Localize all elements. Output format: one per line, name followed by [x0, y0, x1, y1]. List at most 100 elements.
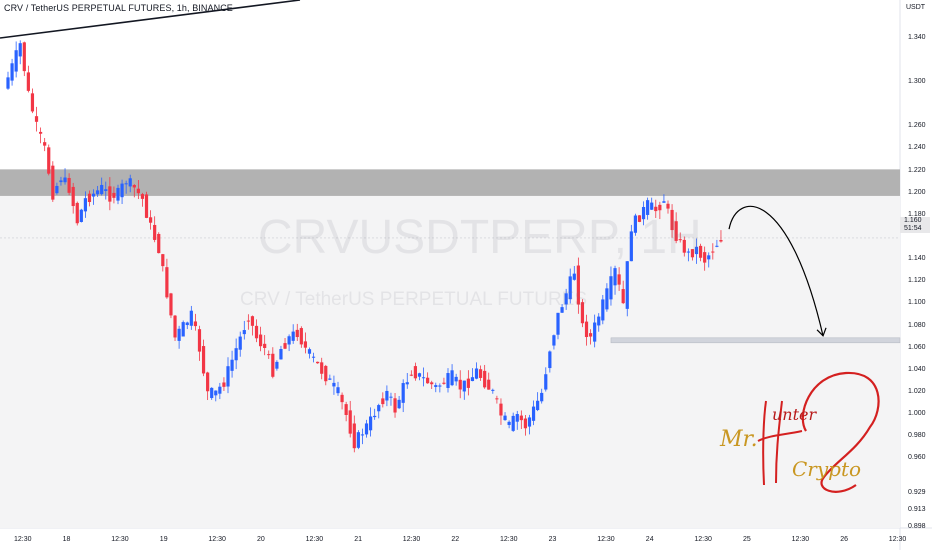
price-tick-label: 1.040 — [908, 365, 926, 373]
author-signature-logo: Mr. unter Crypto — [706, 365, 896, 505]
candle-body — [670, 209, 674, 231]
candle-body — [540, 392, 544, 402]
candle-body — [572, 273, 576, 280]
candle-body — [332, 382, 336, 387]
candle-body — [694, 246, 699, 255]
candle-body — [234, 348, 238, 361]
price-tick-label: 0.980 — [908, 432, 926, 440]
candle-body — [470, 377, 475, 382]
time-tick-label: 12:30 — [597, 536, 615, 543]
candle-body — [421, 377, 426, 379]
time-tick-label: 12:30 — [208, 536, 226, 543]
candle-body — [104, 189, 108, 191]
candle-body — [173, 315, 177, 338]
candle-body — [466, 378, 470, 388]
candle-body — [641, 206, 646, 220]
price-tick-label: 1.260 — [908, 122, 926, 130]
time-tick-label: 12:30 — [402, 536, 421, 543]
candle-body — [548, 351, 552, 369]
candle-body — [38, 131, 43, 134]
candle-body — [43, 142, 47, 146]
candle-body — [55, 185, 59, 194]
time-tick-label: 12:30 — [305, 536, 324, 543]
candle-body — [491, 389, 495, 391]
candle-body — [646, 200, 650, 215]
price-tick-label: 1.300 — [908, 78, 926, 86]
candle-body — [336, 387, 340, 394]
chart-shaded-area — [0, 193, 900, 528]
time-tick-label: 12:30 — [111, 536, 129, 543]
candle-body — [258, 334, 263, 347]
candle-body — [364, 423, 369, 435]
candle-body — [267, 354, 271, 356]
candle-body — [531, 406, 536, 421]
candle-body — [148, 217, 153, 223]
price-tick-label: 1.100 — [908, 299, 926, 307]
trend-line — [0, 0, 301, 39]
candle-body — [678, 239, 682, 241]
candle-body — [287, 336, 291, 345]
candle-body — [711, 251, 715, 253]
candle-body — [507, 421, 511, 425]
candle-body — [511, 415, 515, 431]
candle-body — [108, 186, 112, 202]
candle-body — [283, 343, 287, 349]
candle-body — [487, 379, 491, 390]
candle-body — [193, 321, 198, 327]
price-tick-label: 1.220 — [908, 166, 926, 174]
candle-body — [625, 261, 629, 309]
candle-body — [238, 336, 242, 350]
time-tick-label: 12:30 — [694, 536, 712, 543]
price-tick-label: 1.180 — [908, 210, 926, 218]
candle-body — [621, 289, 625, 304]
candle-body — [303, 341, 308, 348]
candle-body — [299, 328, 303, 345]
candle-body — [405, 382, 409, 385]
candle-body — [613, 268, 617, 286]
price-tick-label: 0.913 — [908, 506, 926, 514]
candle-body — [544, 374, 548, 390]
candle-body — [385, 390, 389, 401]
candle-body — [189, 310, 193, 326]
bar-countdown: 51:54 — [904, 225, 922, 232]
candle-body — [417, 373, 422, 377]
time-tick-label: 25 — [743, 536, 751, 543]
candle-body — [434, 385, 438, 387]
candle-body — [18, 43, 22, 57]
candle-body — [450, 370, 454, 386]
candle-body — [617, 274, 621, 285]
signature-swirl-icon — [757, 371, 880, 493]
price-tick-label: 1.120 — [908, 277, 926, 285]
candle-body — [218, 386, 222, 394]
candle-body — [474, 368, 479, 379]
candle-body — [144, 194, 149, 218]
time-tick-label: 24 — [645, 536, 654, 543]
candle-body — [430, 382, 434, 385]
candle-body — [254, 325, 259, 339]
candle-body — [597, 316, 601, 326]
candle-body — [576, 265, 580, 305]
candle-body — [83, 198, 88, 212]
signature-crypto: Crypto — [792, 457, 862, 481]
candle-body — [165, 267, 169, 298]
candle-body — [263, 343, 267, 348]
price-tick-label: 1.240 — [908, 144, 926, 152]
candle-body — [601, 299, 605, 321]
candle-body — [157, 233, 161, 254]
candle-body — [552, 335, 556, 346]
candle-body — [356, 432, 360, 448]
candle-body — [397, 399, 401, 409]
candle-body — [662, 201, 666, 203]
candle-body — [698, 245, 703, 258]
price-tick-label: 1.000 — [908, 410, 926, 418]
last-price-badge: 1.160 51:54 — [900, 217, 930, 233]
candle-body — [153, 224, 157, 240]
candle-body — [629, 231, 633, 262]
candle-body — [185, 322, 189, 326]
price-tick-label: 0.960 — [908, 454, 926, 462]
candle-body — [588, 333, 593, 337]
candle-body — [100, 184, 104, 195]
candle-body — [279, 349, 283, 360]
time-tick-label: 22 — [451, 536, 460, 543]
